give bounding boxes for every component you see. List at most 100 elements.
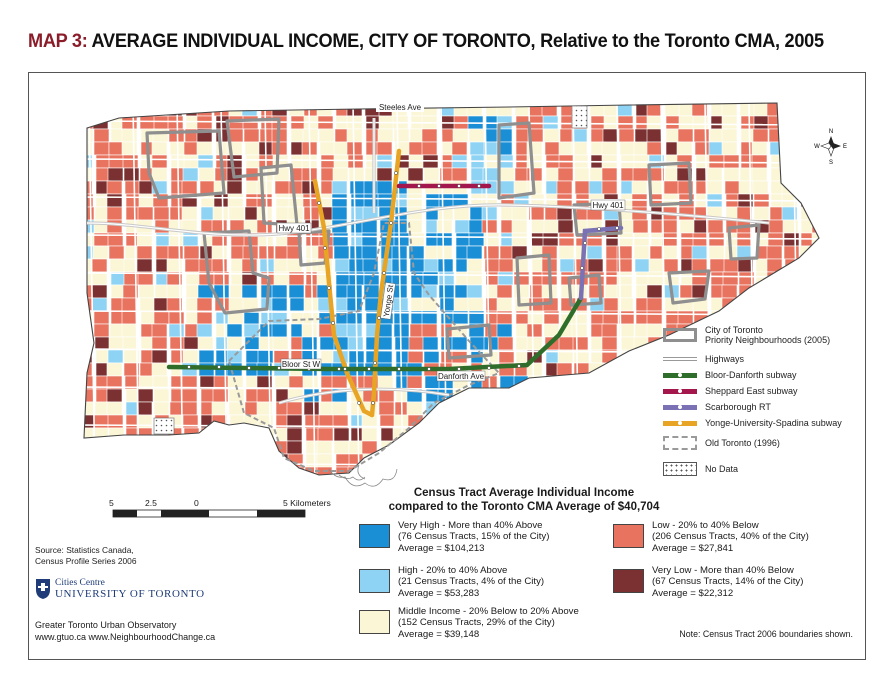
census-tract	[497, 271, 514, 286]
census-tract	[785, 284, 802, 299]
census-tract	[230, 453, 247, 468]
census-tract	[391, 466, 408, 475]
census-tract	[753, 206, 770, 221]
census-tract	[677, 310, 694, 325]
census-tract	[91, 258, 108, 273]
census-tract	[110, 466, 127, 475]
census-tract	[541, 453, 558, 468]
census-tract	[84, 453, 97, 468]
census-tract	[196, 297, 213, 312]
census-tract	[541, 440, 558, 455]
census-tract	[633, 232, 650, 247]
layer-legend-label: Old Toronto (1996)	[705, 438, 780, 448]
census-tract	[439, 103, 456, 117]
census-tract	[469, 141, 486, 156]
census-tract	[785, 466, 802, 475]
census-tract	[452, 128, 469, 143]
census-tract	[136, 258, 153, 273]
census-tract	[676, 141, 693, 156]
census-tract	[815, 480, 830, 493]
census-tract	[559, 440, 576, 455]
census-tract	[813, 375, 819, 390]
census-tract	[261, 480, 276, 493]
layer-legend-label-line2: Priority Neighbourhoods (2005)	[705, 335, 831, 345]
station-marker	[394, 171, 398, 175]
census-tract	[169, 336, 186, 351]
subway-line-icon	[663, 404, 697, 410]
census-tract	[84, 103, 96, 117]
census-tract	[678, 115, 695, 130]
census-tract	[107, 167, 124, 182]
census-tract	[334, 258, 351, 273]
census-tract	[722, 480, 737, 493]
income-swatch	[613, 524, 644, 548]
census-tract	[241, 466, 258, 475]
census-tract	[769, 141, 786, 156]
bloor-st-label: Bloor St W	[282, 360, 321, 369]
census-tract	[181, 180, 198, 195]
census-tract	[586, 440, 603, 455]
census-tract	[111, 480, 126, 493]
census-tract	[767, 297, 784, 312]
toronto-map[interactable]: N E S W Steeles Ave Hwy 401 Hwy 401 Bloo…	[29, 73, 866, 660]
census-tract	[754, 284, 771, 299]
census-tract	[556, 375, 573, 390]
census-tract	[154, 480, 169, 493]
census-tract	[258, 336, 275, 351]
census-tract	[93, 128, 110, 143]
census-tract	[631, 375, 648, 390]
census-tract	[526, 323, 543, 338]
census-tract	[331, 401, 348, 416]
census-tract	[814, 297, 819, 312]
census-tract	[604, 401, 621, 416]
station-marker	[247, 366, 251, 370]
census-tract	[406, 401, 423, 416]
census-tract	[229, 414, 246, 429]
dotted-box-icon	[663, 462, 697, 476]
census-tract	[376, 349, 393, 364]
income-legend-text: (206 Census Tracts, 40% of the City)	[652, 531, 809, 543]
income-legend-very-high: Very High - More than 40% Above (76 Censu…	[359, 520, 549, 554]
census-tract	[711, 480, 726, 493]
census-tract	[635, 453, 652, 468]
census-tract	[124, 180, 141, 195]
census-tract	[798, 453, 815, 468]
census-tract	[602, 375, 619, 390]
census-tract	[137, 388, 154, 403]
census-tract	[543, 401, 560, 416]
census-tract	[436, 245, 453, 260]
census-tract	[436, 440, 453, 455]
subway-line-icon	[663, 420, 697, 426]
census-tract	[605, 440, 622, 455]
census-tract	[333, 245, 350, 260]
census-tract	[797, 480, 812, 493]
census-tract	[617, 427, 634, 442]
station-marker	[343, 367, 347, 371]
census-tract	[605, 453, 622, 468]
census-tract	[376, 336, 393, 351]
census-tract	[346, 297, 363, 312]
census-tract	[226, 336, 243, 351]
census-tract	[784, 128, 801, 143]
census-tract	[586, 414, 603, 429]
census-tract	[257, 349, 274, 364]
census-tract	[346, 323, 363, 338]
census-tract	[648, 440, 665, 455]
census-tract	[663, 180, 680, 195]
census-tract	[646, 310, 663, 325]
census-tract	[601, 167, 618, 182]
census-tract	[124, 440, 141, 455]
census-tract	[783, 154, 800, 169]
footer-links[interactable]: www.gtuo.ca www.NeighbourhoodChange.ca	[35, 632, 216, 642]
census-tract	[573, 453, 590, 468]
census-tract	[376, 180, 393, 195]
census-tract	[466, 466, 483, 475]
station-marker	[337, 367, 341, 371]
census-tract	[84, 414, 96, 429]
census-tract	[331, 193, 348, 208]
census-tract	[84, 362, 93, 377]
census-tract	[602, 128, 619, 143]
census-tract	[227, 193, 244, 208]
census-tract	[107, 414, 124, 429]
census-tract	[421, 297, 438, 312]
